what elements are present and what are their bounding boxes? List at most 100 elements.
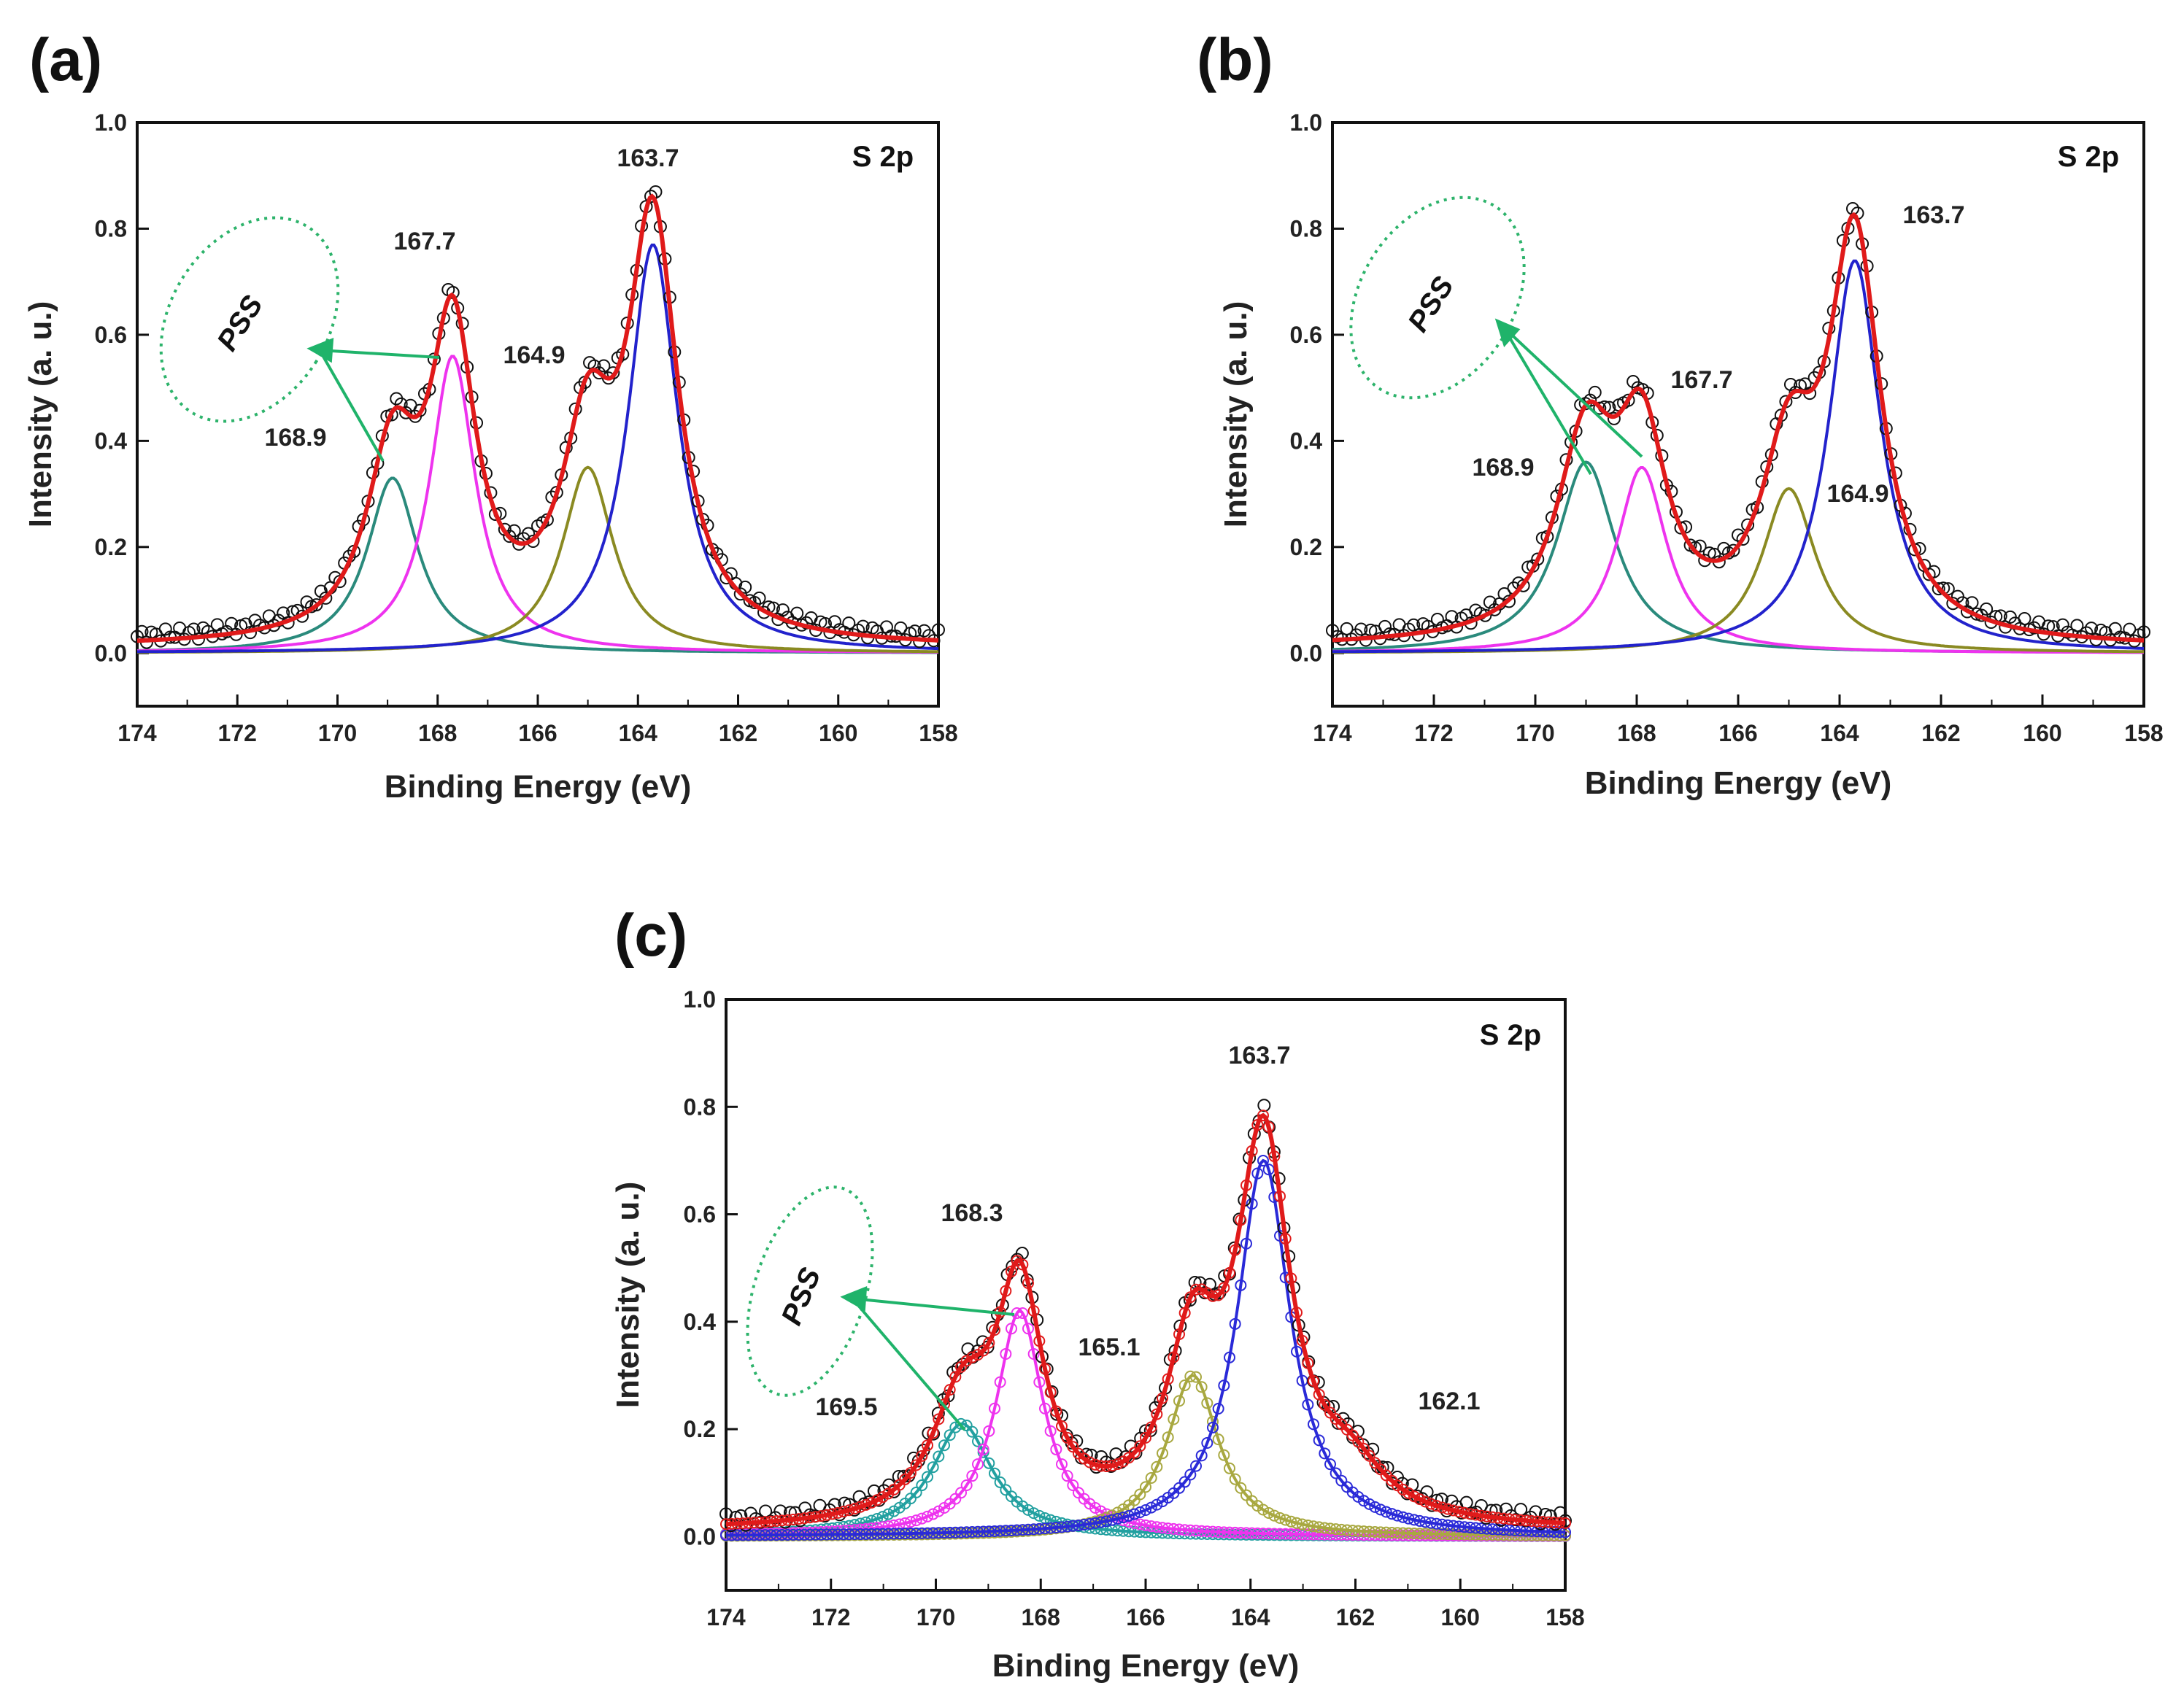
panel-b-letter: (b) xyxy=(1197,27,1273,93)
panel-b-data-point xyxy=(1516,578,1530,592)
panel-c-peak-label-1: 168.3 xyxy=(941,1199,1003,1227)
panel-c-component-4-marker xyxy=(1089,1517,1101,1529)
panel-c-fit-marker xyxy=(1554,1517,1566,1529)
panel-c-component-4-marker xyxy=(1229,1317,1241,1330)
panel-c-component-4-marker xyxy=(1470,1522,1482,1534)
panel-c-component-4-marker xyxy=(1548,1525,1560,1538)
panel-c-component-4-marker xyxy=(1006,1524,1017,1536)
panel-c-fit-marker xyxy=(854,1501,866,1513)
panel-c-component-3-marker xyxy=(1369,1525,1381,1538)
panel-a-data-point xyxy=(522,527,536,541)
panel-c-component-2-marker xyxy=(1375,1529,1386,1541)
panel-c-fit-marker xyxy=(1559,1517,1571,1529)
panel-c-fit-marker xyxy=(1100,1460,1113,1473)
panel-c-data-point xyxy=(1459,1495,1473,1509)
panel-c-component-4-marker xyxy=(832,1528,844,1541)
panel-c-component-3-marker xyxy=(1308,1520,1319,1533)
panel-c-fit-marker xyxy=(860,1498,872,1511)
panel-b-component-curve-2 xyxy=(1332,466,2144,654)
panel-c-fit-marker xyxy=(1039,1363,1051,1375)
panel-c-fit-marker xyxy=(871,1494,883,1506)
panel-b-y-tick-label: 0.6 xyxy=(1290,322,1322,348)
panel-c-component-2-marker xyxy=(1151,1521,1163,1533)
panel-c-fit-marker xyxy=(1285,1272,1297,1285)
panel-c-component-2-marker xyxy=(1168,1522,1180,1535)
panel-a-y-tick-label: 0.6 xyxy=(95,322,127,348)
panel-c-component-2-marker xyxy=(1246,1527,1258,1539)
panel-c-component-3-marker xyxy=(1453,1528,1465,1541)
panel-c-fit-marker xyxy=(1157,1392,1168,1404)
panel-c-component-4-marker xyxy=(1554,1526,1566,1539)
panel-c-component-2-marker xyxy=(1027,1347,1040,1360)
panel-c-component-2-marker xyxy=(1229,1526,1241,1539)
panel-c-component-3-marker xyxy=(1168,1413,1180,1425)
panel-c-component-2-marker xyxy=(1268,1528,1281,1540)
panel-c-component-4-marker xyxy=(1073,1519,1084,1531)
panel-a-data-point xyxy=(842,616,856,630)
panel-c-fit-marker xyxy=(1162,1373,1174,1385)
panel-c-peak-label-5: 162.1 xyxy=(1418,1388,1480,1415)
panel-c-fit-marker xyxy=(949,1371,962,1383)
panel-c-component-2-marker xyxy=(1162,1522,1174,1535)
panel-c-component-3-marker xyxy=(1157,1447,1168,1460)
panel-c-component-2-marker xyxy=(1033,1376,1046,1388)
panel-a-data-point xyxy=(309,598,323,612)
panel-c-data-point xyxy=(1124,1439,1138,1453)
panel-c-component-4-marker xyxy=(966,1526,979,1539)
panel-c-component-3-marker xyxy=(1335,1523,1348,1536)
panel-c-component-2-marker xyxy=(994,1376,1006,1388)
panel-c-component-2-marker xyxy=(1157,1522,1168,1534)
panel-b-x-axis-title: Binding Energy (eV) xyxy=(1585,765,1891,801)
panel-a-peak-label-2: 167.7 xyxy=(393,228,455,255)
panel-c-fit-marker xyxy=(1464,1508,1476,1520)
panel-b-x-tick-label: 166 xyxy=(1718,720,1757,746)
panel-c-component-4-marker xyxy=(821,1528,833,1541)
panel-c-component-2-marker xyxy=(1218,1526,1230,1539)
panel-a-peak-label-3: 164.9 xyxy=(503,341,565,369)
panel-c-fit-marker xyxy=(1056,1420,1068,1432)
panel-c-component-2-marker xyxy=(989,1402,1000,1414)
panel-c-component-1-marker xyxy=(910,1486,922,1498)
panel-c-component-2-marker xyxy=(1285,1528,1297,1540)
panel-c-component-4-marker xyxy=(1078,1518,1090,1530)
panel-c-component-2-marker xyxy=(966,1470,979,1482)
panel-c-component-2-marker xyxy=(1184,1524,1197,1536)
panel-c-component-4-marker xyxy=(1067,1520,1079,1532)
panel-c-component-1-marker xyxy=(1195,1528,1208,1540)
panel-c-component-1-marker xyxy=(983,1457,995,1469)
panel-c-fit-marker xyxy=(725,1517,738,1530)
panel-c-component-3-marker xyxy=(1285,1515,1297,1528)
panel-a-data-point xyxy=(932,623,945,637)
panel-c-component-4-marker xyxy=(955,1526,967,1539)
panel-c-component-2-marker xyxy=(1022,1323,1034,1335)
panel-c-fit-marker xyxy=(782,1514,794,1526)
panel-b-data-point xyxy=(1736,532,1750,546)
panel-c-component-3-marker xyxy=(1419,1528,1432,1540)
panel-c-fit-marker xyxy=(1470,1509,1482,1521)
panel-c-component-4-marker xyxy=(1016,1524,1029,1536)
panel-c-component-1-marker xyxy=(1044,1514,1057,1526)
panel-c-component-4-marker xyxy=(949,1526,962,1539)
panel-c-component-4-marker xyxy=(1313,1434,1325,1447)
panel-c-component-2-marker xyxy=(1224,1526,1235,1539)
panel-a-data-point xyxy=(597,359,611,373)
panel-c-fit-marker xyxy=(798,1512,811,1525)
panel-c-component-3-marker xyxy=(1358,1525,1370,1538)
panel-b-y-tick-label: 0.2 xyxy=(1290,534,1322,560)
panel-c-fit-marker xyxy=(1178,1307,1191,1319)
panel-b-data-point xyxy=(1497,587,1511,601)
panel-b-y-tick-label: 0.0 xyxy=(1290,640,1322,666)
panel-c-component-4-marker xyxy=(782,1528,794,1541)
panel-a-y-tick-label: 1.0 xyxy=(95,109,127,136)
panel-c-x-axis-title: Binding Energy (eV) xyxy=(992,1648,1299,1684)
panel-a-data-point xyxy=(856,619,870,633)
panel-a-x-tick-label: 164 xyxy=(619,720,658,746)
panel-c-component-4-marker xyxy=(1386,1508,1398,1520)
panel-c-component-4-marker xyxy=(933,1527,945,1539)
panel-c-y-tick-label: 1.0 xyxy=(684,986,716,1013)
panel-c-component-4-marker xyxy=(1302,1398,1314,1411)
panel-c-fit-marker xyxy=(1224,1266,1235,1279)
panel-b-x-tick-label: 164 xyxy=(1820,720,1859,746)
panel-c-fit-marker xyxy=(748,1517,760,1529)
panel-a-y-tick-label: 0.8 xyxy=(95,215,127,241)
